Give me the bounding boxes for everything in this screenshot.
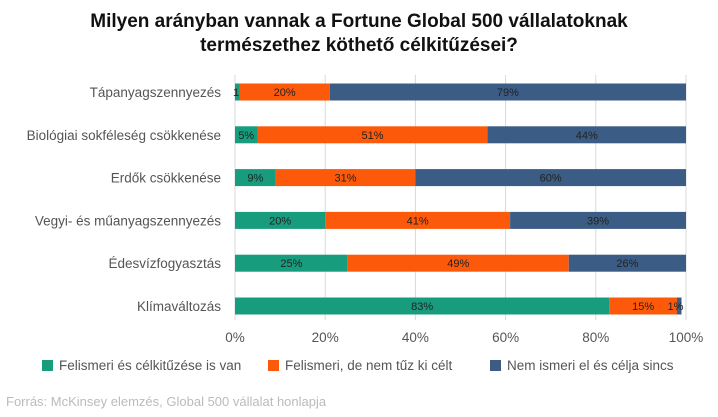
- bar-segment: [510, 211, 686, 229]
- x-tick-label: 80%: [582, 330, 609, 345]
- data-label: 9%: [247, 173, 263, 185]
- legend-swatch: [42, 360, 53, 371]
- bar-segment: [275, 169, 416, 187]
- category-label: Tápanyagszennyezés: [90, 85, 222, 100]
- category-label: Erdők csökkenése: [111, 171, 221, 186]
- legend: Felismeri és célkitűzése is van Felismeri…: [42, 358, 674, 373]
- data-label: 79%: [497, 87, 519, 99]
- bar-segment: [609, 297, 677, 315]
- data-label: 41%: [407, 215, 429, 227]
- bar-segment: [235, 211, 326, 229]
- bar-segment: [235, 254, 348, 272]
- legend-label: Felismeri, de nem tűz ki célt: [285, 358, 453, 373]
- chart-title-line-1: Milyen arányban vannak a Fortune Global …: [90, 11, 628, 32]
- chart-title: Milyen arányban vannak a Fortune Global …: [90, 11, 628, 56]
- legend-swatch: [268, 360, 279, 371]
- data-label: 20%: [274, 87, 296, 99]
- data-label: 49%: [447, 258, 469, 270]
- bar-segment: [329, 83, 686, 101]
- x-axis-ticks: 0% 20% 40% 60% 80% 100%: [225, 330, 703, 345]
- bar-segment: [235, 83, 240, 101]
- category-label: Vegyi- és műanyagszennyezés: [35, 213, 221, 228]
- data-label: 5%: [238, 130, 254, 142]
- legend-swatch: [490, 360, 501, 371]
- data-label: 51%: [362, 130, 384, 142]
- bar-segment: [235, 126, 258, 144]
- bar-segment: [347, 254, 569, 272]
- bar-segment: [239, 83, 330, 101]
- data-label: 83%: [411, 301, 433, 313]
- data-label: 15%: [632, 301, 654, 313]
- data-label: 39%: [587, 215, 609, 227]
- bar-segment: [568, 254, 686, 272]
- bar-segment: [415, 169, 686, 187]
- data-label: 1%: [668, 301, 684, 313]
- legend-label: Nem ismeri el és célja sincs: [507, 358, 674, 373]
- data-label: 44%: [576, 130, 598, 142]
- category-labels: Tápanyagszennyezés Biológiai sokféleség c…: [27, 85, 222, 314]
- category-label: Klímaváltozás: [137, 299, 221, 314]
- legend-label: Felismeri és célkitűzése is van: [59, 358, 241, 373]
- bar-segment: [235, 297, 610, 315]
- source-note: Forrás: McKinsey elemzés, Global 500 vál…: [6, 394, 327, 409]
- chart-title-line-2: természethez köthető célkitűzései?: [200, 35, 518, 56]
- data-label: 20%: [269, 215, 291, 227]
- data-label: 26%: [616, 258, 638, 270]
- x-tick-label: 40%: [402, 330, 429, 345]
- x-tick-label: 60%: [492, 330, 519, 345]
- bar-segment: [487, 126, 686, 144]
- data-label: 31%: [334, 173, 356, 185]
- x-tick-label: 0%: [225, 330, 245, 345]
- data-label: 60%: [540, 173, 562, 185]
- bar-segment: [235, 169, 276, 187]
- x-tick-label: 20%: [312, 330, 339, 345]
- gridlines: [234, 75, 687, 320]
- bars: 1% 20% 79% 5% 51% 44% 9% 31% 60% 20% 41% 39% 25% 49% 2…: [233, 83, 686, 315]
- bar-segment: [257, 126, 488, 144]
- bar-segment: [676, 297, 682, 315]
- category-label: Biológiai sokféleség csökkenése: [27, 128, 221, 143]
- data-label: 25%: [280, 258, 302, 270]
- bar-segment: [325, 211, 511, 229]
- category-label: Édesvízfogyasztás: [108, 256, 221, 271]
- x-tick-label: 100%: [669, 330, 704, 345]
